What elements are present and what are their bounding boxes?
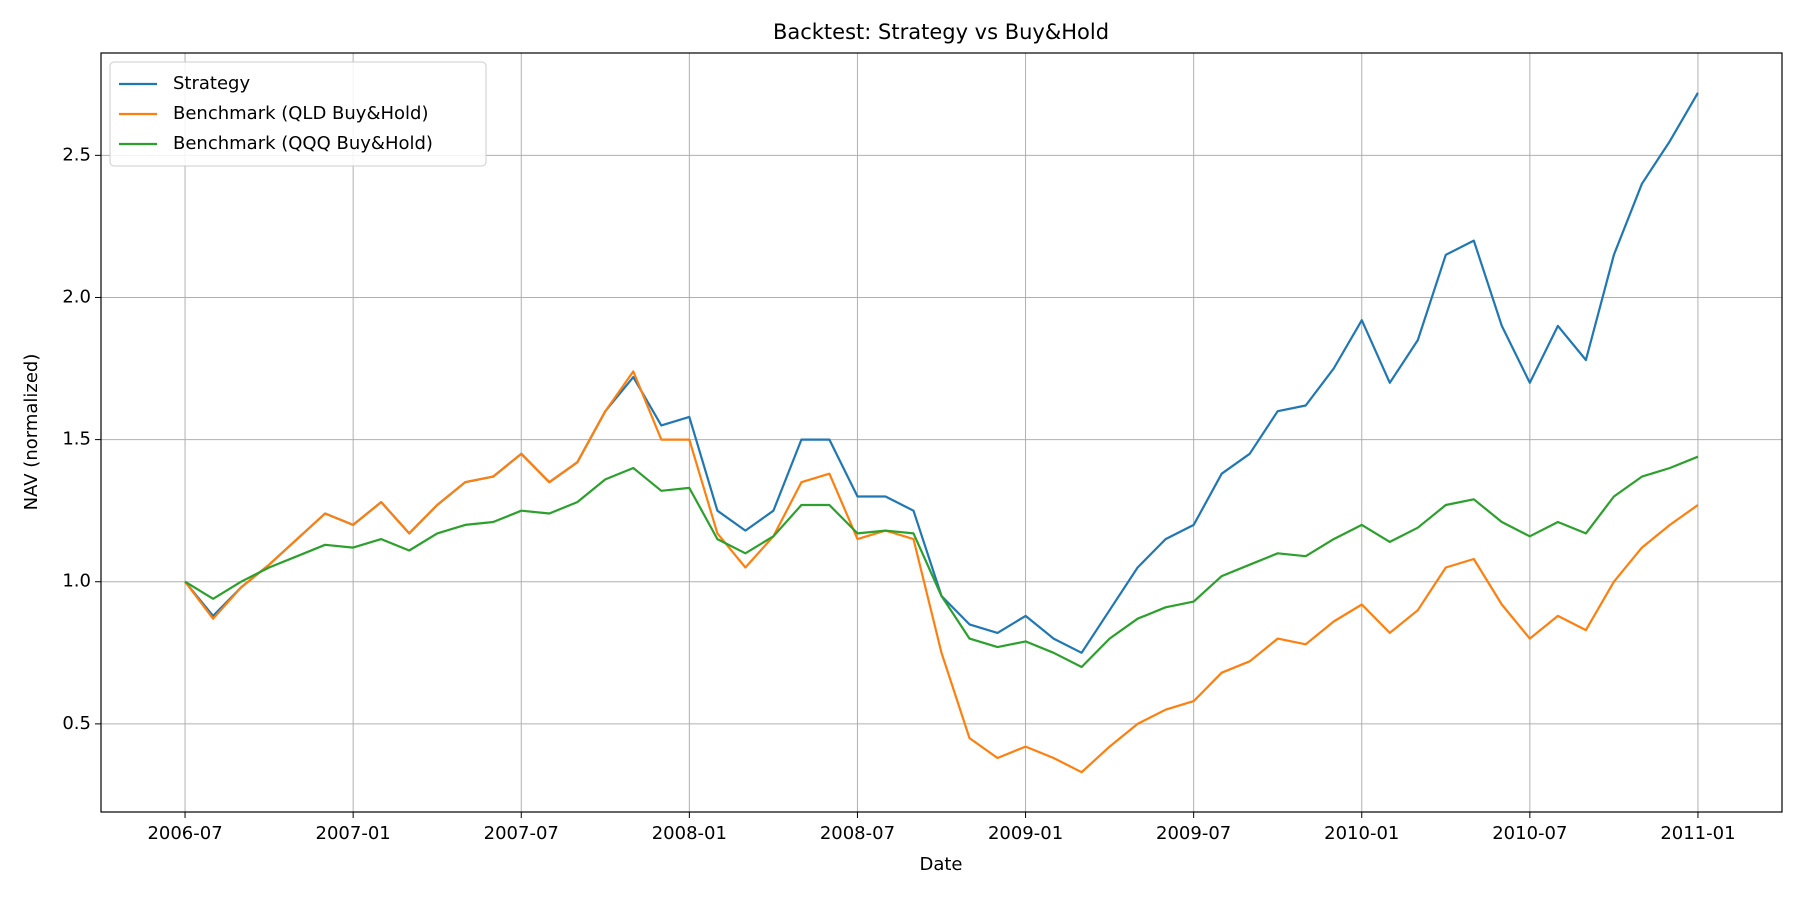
legend-label: Benchmark (QLD Buy&Hold) (173, 103, 429, 124)
x-tick-label: 2010-07 (1492, 823, 1567, 844)
y-tick-label: 2.0 (62, 286, 91, 307)
y-tick-label: 1.0 (62, 571, 91, 592)
series-line (184, 92, 1699, 654)
x-tick-label: 2006-07 (147, 823, 222, 844)
y-tick-label: 2.5 (62, 144, 91, 165)
legend-box (109, 61, 487, 167)
x-tick-label: 2010-01 (1324, 823, 1399, 844)
y-tick-label: 0.5 (62, 713, 91, 734)
x-tick-label: 2009-07 (1156, 823, 1231, 844)
x-tick-label: 2008-07 (820, 823, 895, 844)
legend-label: Benchmark (QQQ Buy&Hold) (173, 133, 433, 154)
x-axis-label: Date (919, 854, 962, 875)
x-tick-label: 2007-01 (316, 823, 391, 844)
x-tick-label: 2008-01 (652, 823, 727, 844)
legend: Strategy Benchmark (QLD Buy&Hold) Benchmar… (109, 61, 487, 167)
x-tick-label: 2009-01 (988, 823, 1063, 844)
y-axis-label: NAV (normalized) (21, 354, 42, 511)
plot-frame (100, 52, 1783, 813)
y-tick-label: 1.5 (62, 429, 91, 450)
series-line (184, 455, 1699, 669)
chart-title: Backtest: Strategy vs Buy&Hold (773, 20, 1109, 44)
series-line (184, 370, 1699, 774)
x-tick-label: 2007-07 (484, 823, 559, 844)
x-tick-label: 2011-01 (1660, 823, 1735, 844)
legend-label: Strategy (173, 73, 250, 94)
